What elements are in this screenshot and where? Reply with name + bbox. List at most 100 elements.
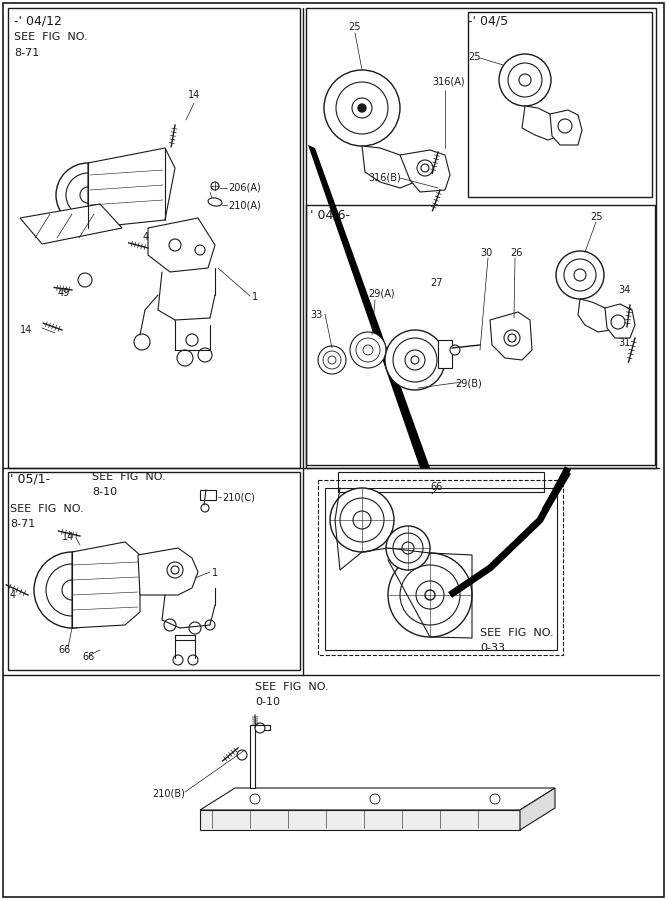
Circle shape xyxy=(519,74,531,86)
Text: 31: 31 xyxy=(618,338,630,348)
Circle shape xyxy=(198,348,212,362)
Circle shape xyxy=(417,160,433,176)
Text: 66: 66 xyxy=(430,482,442,492)
Text: 34: 34 xyxy=(618,285,630,295)
Text: 0-10: 0-10 xyxy=(255,697,280,707)
Circle shape xyxy=(167,562,183,578)
Text: 1: 1 xyxy=(212,568,218,578)
Circle shape xyxy=(508,334,516,342)
Circle shape xyxy=(324,70,400,146)
Text: 29(A): 29(A) xyxy=(368,288,395,298)
Circle shape xyxy=(195,245,205,255)
Bar xyxy=(306,8,656,468)
Text: -' 04/12: -' 04/12 xyxy=(14,15,62,28)
Circle shape xyxy=(169,239,181,251)
Polygon shape xyxy=(520,788,555,830)
Circle shape xyxy=(393,533,423,563)
Circle shape xyxy=(186,334,198,346)
Circle shape xyxy=(574,269,586,281)
Circle shape xyxy=(318,346,346,374)
Text: 27: 27 xyxy=(430,278,442,288)
Polygon shape xyxy=(148,218,215,272)
Circle shape xyxy=(255,723,265,733)
Polygon shape xyxy=(200,788,555,810)
Circle shape xyxy=(237,750,247,760)
Bar xyxy=(318,480,563,655)
Text: 14: 14 xyxy=(188,90,200,100)
Polygon shape xyxy=(72,542,140,628)
Polygon shape xyxy=(308,145,430,468)
Circle shape xyxy=(340,498,384,542)
Circle shape xyxy=(134,334,150,350)
Circle shape xyxy=(173,655,183,665)
Text: ' 04/6-: ' 04/6- xyxy=(310,208,350,221)
Circle shape xyxy=(556,251,604,299)
Circle shape xyxy=(353,511,371,529)
Circle shape xyxy=(450,345,460,355)
Text: ' 05/1-: ' 05/1- xyxy=(10,472,50,485)
Circle shape xyxy=(611,315,625,329)
Text: -' 04/5: -' 04/5 xyxy=(468,15,508,28)
Polygon shape xyxy=(605,304,635,338)
Circle shape xyxy=(330,488,394,552)
Text: SEE  FIG  NO.: SEE FIG NO. xyxy=(10,504,83,514)
Text: 210(A): 210(A) xyxy=(228,200,261,210)
Bar xyxy=(200,490,216,500)
Circle shape xyxy=(250,794,260,804)
Text: 4: 4 xyxy=(10,590,16,600)
Polygon shape xyxy=(250,725,270,788)
Circle shape xyxy=(358,104,366,112)
Polygon shape xyxy=(578,299,612,332)
Circle shape xyxy=(402,542,414,554)
Text: 26: 26 xyxy=(510,248,522,258)
Circle shape xyxy=(189,622,201,634)
Circle shape xyxy=(62,580,82,600)
Circle shape xyxy=(356,338,380,362)
Text: 8-71: 8-71 xyxy=(10,519,35,529)
Circle shape xyxy=(188,655,198,665)
Circle shape xyxy=(177,350,193,366)
Circle shape xyxy=(56,163,120,227)
Circle shape xyxy=(34,552,110,628)
Circle shape xyxy=(411,356,419,364)
Text: 66: 66 xyxy=(82,652,94,662)
Circle shape xyxy=(211,182,219,190)
Circle shape xyxy=(363,345,373,355)
Text: SEE  FIG  NO.: SEE FIG NO. xyxy=(92,472,165,482)
Text: 210(C): 210(C) xyxy=(222,492,255,502)
Polygon shape xyxy=(400,150,450,192)
Text: 1: 1 xyxy=(252,292,258,302)
Circle shape xyxy=(164,619,176,631)
Polygon shape xyxy=(490,312,532,360)
Circle shape xyxy=(405,350,425,370)
Text: 29(B): 29(B) xyxy=(455,378,482,388)
Text: 0-33: 0-33 xyxy=(480,643,505,653)
Text: 206(A): 206(A) xyxy=(228,183,261,193)
Text: 4: 4 xyxy=(143,232,149,242)
Polygon shape xyxy=(20,204,122,244)
Circle shape xyxy=(201,504,209,512)
Text: 8-71: 8-71 xyxy=(14,48,39,58)
Circle shape xyxy=(490,794,500,804)
Polygon shape xyxy=(362,146,420,188)
Text: SEE  FIG  NO.: SEE FIG NO. xyxy=(14,32,87,42)
Circle shape xyxy=(386,526,430,570)
Circle shape xyxy=(336,82,388,134)
Circle shape xyxy=(66,173,110,217)
Text: 49: 49 xyxy=(58,288,70,298)
Bar xyxy=(468,12,652,197)
Circle shape xyxy=(370,794,380,804)
Polygon shape xyxy=(522,106,562,140)
Circle shape xyxy=(171,566,179,574)
Circle shape xyxy=(393,338,437,382)
Circle shape xyxy=(504,330,520,346)
Polygon shape xyxy=(550,110,582,145)
Text: SEE  FIG  NO.: SEE FIG NO. xyxy=(255,682,329,692)
Text: 25: 25 xyxy=(348,22,360,32)
Bar xyxy=(438,340,452,368)
Circle shape xyxy=(400,565,460,625)
Polygon shape xyxy=(138,548,198,595)
Circle shape xyxy=(46,564,98,616)
Text: SEE  FIG  NO.: SEE FIG NO. xyxy=(480,628,554,638)
Circle shape xyxy=(80,187,96,203)
